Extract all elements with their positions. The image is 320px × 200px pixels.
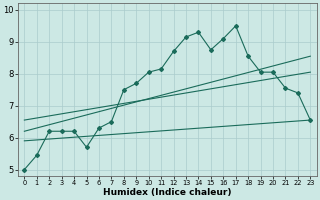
X-axis label: Humidex (Indice chaleur): Humidex (Indice chaleur) (103, 188, 232, 197)
